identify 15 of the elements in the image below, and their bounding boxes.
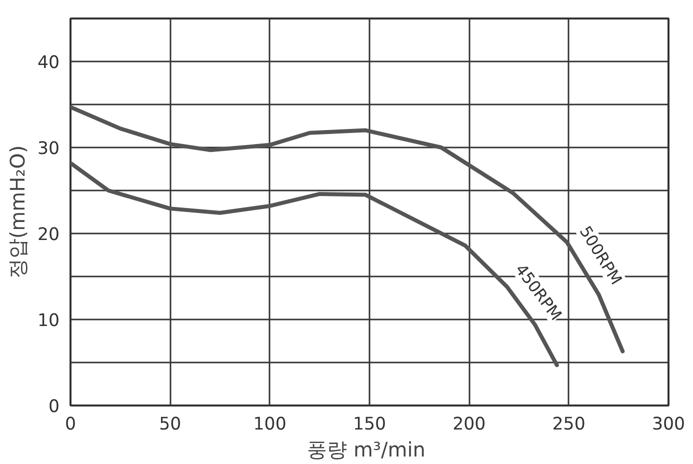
x-tick-label: 100 (253, 414, 286, 434)
y-tick-label: 40 (37, 53, 60, 73)
x-tick-label: 200 (452, 414, 486, 434)
y-tick-label: 10 (37, 311, 60, 331)
x-tick-label: 50 (159, 414, 182, 434)
y-axis-title: 정압(mmH₂O) (5, 145, 30, 279)
x-tick-label: 150 (352, 414, 386, 434)
y-tick-label: 20 (37, 225, 60, 245)
x-tick-label: 0 (64, 414, 76, 434)
y-tick-label: 30 (37, 139, 60, 159)
x-tick-label: 300 (652, 414, 686, 434)
x-axis-title: 풍량 m³/min (307, 438, 426, 462)
line-series (70, 105, 625, 354)
y-tick-label: 0 (48, 397, 60, 417)
x-tick-label: 250 (552, 414, 586, 434)
